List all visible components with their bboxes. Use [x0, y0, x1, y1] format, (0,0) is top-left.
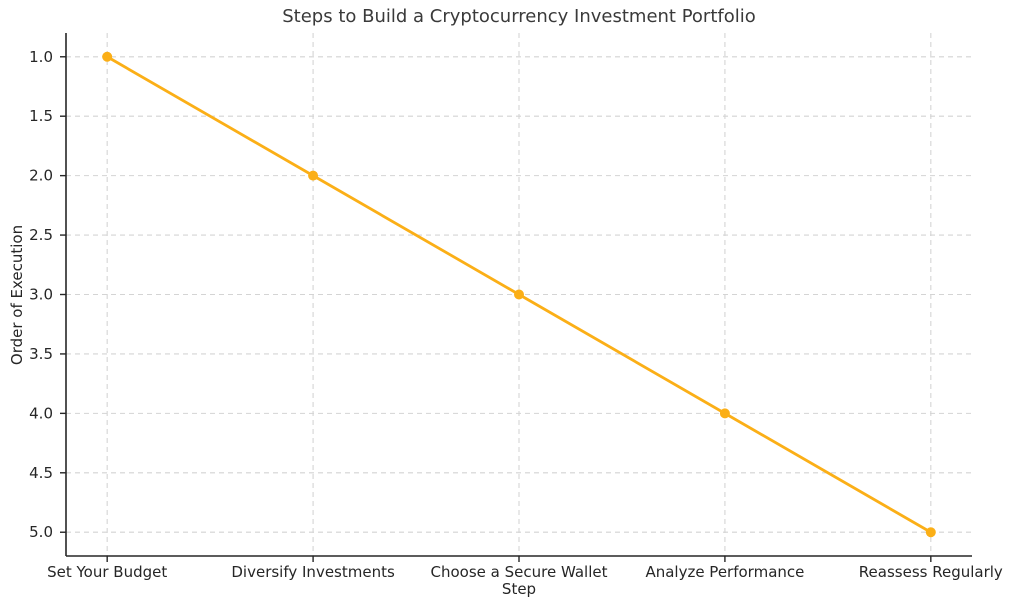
data-point-marker [308, 170, 319, 181]
x-category-label: Choose a Secure Wallet [431, 563, 608, 581]
y-tick-label: 4.5 [29, 464, 53, 482]
x-category-label: Diversify Investments [231, 563, 395, 581]
y-tick-label: 2.5 [29, 226, 53, 244]
x-category-label: Set Your Budget [47, 563, 167, 581]
y-tick-label: 1.5 [29, 107, 53, 125]
data-point-marker [925, 527, 936, 538]
data-point-marker [719, 408, 730, 419]
data-point-marker [102, 51, 113, 62]
y-tick-label: 4.0 [29, 404, 53, 422]
y-tick-label: 2.0 [29, 167, 53, 185]
y-tick-label: 3.0 [29, 286, 53, 304]
x-category-label: Reassess Regularly [859, 563, 1003, 581]
x-category-label: Analyze Performance [645, 563, 804, 581]
y-tick-label: 5.0 [29, 523, 53, 541]
y-tick-label: 1.0 [29, 48, 53, 66]
data-point-marker [514, 289, 524, 300]
chart-title: Steps to Build a Cryptocurrency Investme… [282, 6, 756, 27]
x-axis-label: Step [501, 580, 537, 598]
y-tick-label: 3.5 [29, 345, 53, 363]
